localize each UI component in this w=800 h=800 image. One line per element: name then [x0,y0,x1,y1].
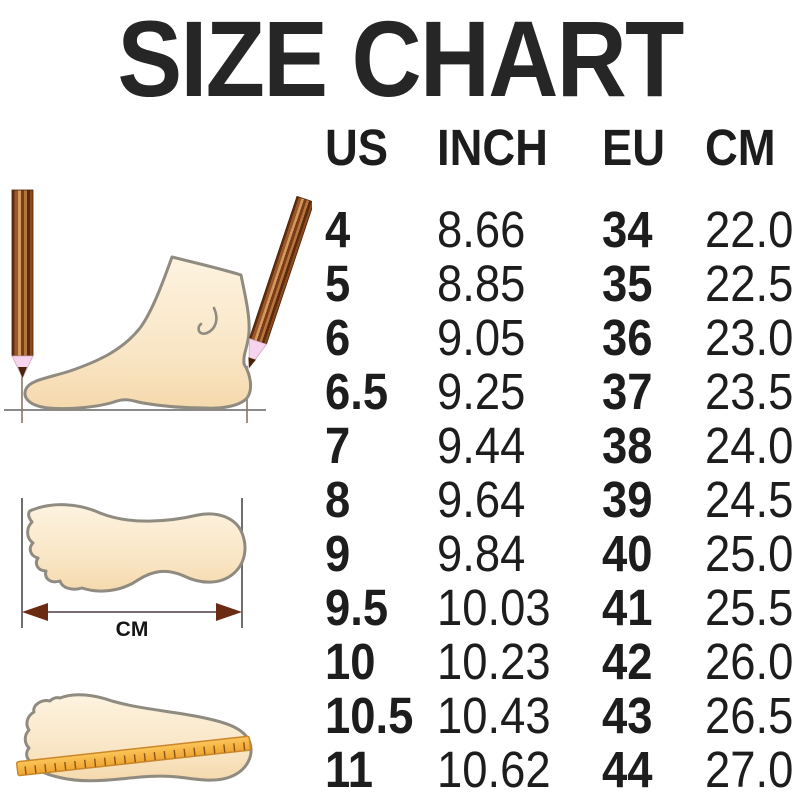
us-value: 6.5 [325,363,389,420]
inch-value: 9.25 [437,363,526,420]
inch-value: 9.05 [437,309,526,366]
inch-value: 10.62 [437,741,551,798]
us-value: 9 [325,525,351,582]
table-column-cm: CM 22.0 22.5 23.0 23.5 24.0 24.5 25.0 25… [705,121,800,797]
footprint-icon [26,503,247,593]
column-header-us: US [325,119,389,176]
inch-value: 10.43 [437,687,551,744]
eu-value: 36 [602,309,653,366]
us-value: 7 [325,417,351,474]
page-title-text: SIZE CHART [117,0,684,119]
eu-value: 44 [602,741,653,798]
arrowhead-left-icon [22,603,48,621]
table-column-eu: EU 34 35 36 37 38 39 40 41 42 43 44 [602,121,673,797]
cm-value: 25.5 [705,579,794,636]
eu-value: 41 [602,579,653,636]
pencil-right-icon [248,195,312,370]
table-column-inch: INCH 8.66 8.85 9.05 9.25 9.44 9.64 9.84 … [437,121,565,797]
eu-value: 39 [602,471,653,528]
cm-value: 23.5 [705,363,794,420]
cm-value: 26.5 [705,687,794,744]
eu-value: 43 [602,687,653,744]
footprint-length-arrow-illustration: CM [21,498,247,641]
column-header-cm: CM [705,119,776,176]
us-value: 10.5 [325,687,414,744]
inch-value: 10.23 [437,633,551,690]
cm-value: 23.0 [705,309,794,366]
foot-length-measuring-illustration [4,189,312,423]
column-header-eu: EU [602,119,666,176]
inch-value: 8.66 [437,201,526,258]
eu-value: 37 [602,363,653,420]
eu-value: 40 [602,525,653,582]
ankle-mark [197,306,218,335]
us-value: 4 [325,201,351,258]
pencil-left-icon [11,189,34,379]
ruler-ticks [24,742,246,775]
us-value: 8 [325,471,351,528]
us-value: 5 [325,255,351,312]
foot-side-icon [23,255,253,411]
cm-value: 22.0 [705,201,794,258]
cm-value: 24.0 [705,417,794,474]
us-value: 11 [325,741,373,798]
eu-value: 35 [602,255,653,312]
us-value: 9.5 [325,579,389,636]
page-title: SIZE CHART [0,5,800,113]
footprint-ruler-illustration [15,693,253,783]
cm-value: 26.0 [705,633,794,690]
length-arrow-label: CM [116,618,149,641]
cm-value: 24.5 [705,471,794,528]
cm-value: 25.0 [705,525,794,582]
eu-value: 38 [602,417,653,474]
us-value: 10 [325,633,376,690]
column-header-inch: INCH [437,119,548,176]
measuring-ruler-icon [15,735,252,777]
inch-value: 8.85 [437,255,526,312]
eu-value: 34 [602,201,653,258]
inch-value: 9.64 [437,471,526,528]
inch-value: 9.44 [437,417,526,474]
table-column-us: US 4 5 6 6.5 7 8 9 9.5 10 10.5 11 [325,121,424,797]
us-value: 6 [325,309,351,366]
cm-value: 27.0 [705,741,794,798]
inch-value: 9.84 [437,525,526,582]
cm-value: 22.5 [705,255,794,312]
arrowhead-right-icon [216,603,242,621]
inch-value: 10.03 [437,579,551,636]
eu-value: 42 [602,633,653,690]
